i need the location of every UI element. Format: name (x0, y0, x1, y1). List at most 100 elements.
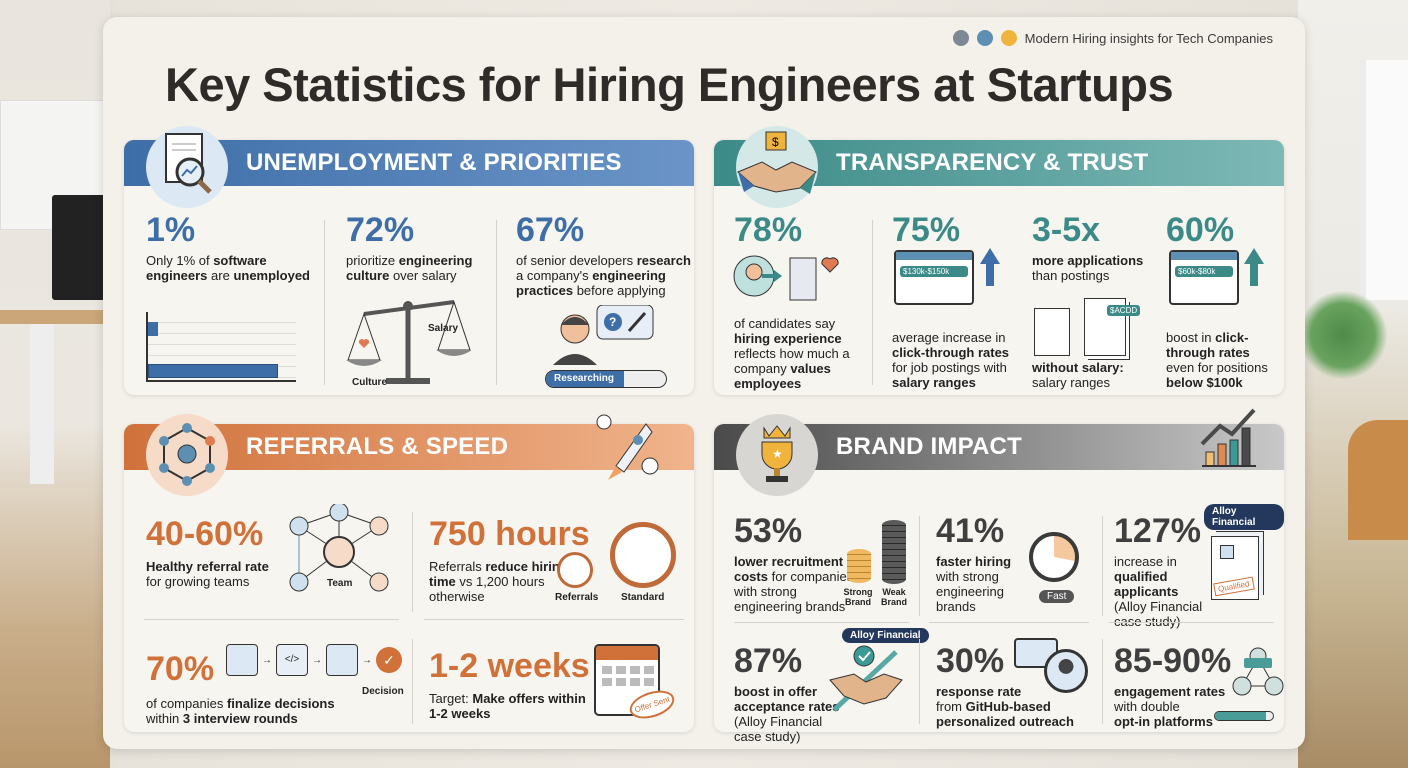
divider (1102, 516, 1103, 616)
fast-label: Fast (1039, 590, 1075, 603)
page-title: Key Statistics for Hiring Engineers at S… (165, 58, 1174, 111)
section-title: BRAND IMPACT (836, 433, 1022, 460)
stat-description: of companies finalize decisions within 3… (146, 696, 335, 726)
section-title: TRANSPARENCY & TRUST (836, 149, 1149, 176)
background-desk-leg (30, 324, 54, 484)
divider (144, 619, 399, 620)
stat-value: 1% (146, 211, 196, 249)
user-avatar-icon (1044, 649, 1088, 693)
tagline: Modern Hiring insights for Tech Companie… (1024, 30, 1273, 46)
coin-label-weak: Weak Brand (880, 587, 907, 607)
stat-value: 3-5x (1032, 211, 1101, 249)
stat-value: 30% (936, 642, 1005, 680)
network-label: Team (327, 578, 353, 589)
stat-more-applications: 3-5x more applications than postings (1032, 213, 1162, 283)
clock-small-icon (557, 552, 593, 588)
stat-value: 70% (146, 650, 215, 688)
network-hexagon-icon (146, 414, 228, 496)
stat-value: 750 hours (429, 515, 590, 553)
scale-label-culture: Culture (352, 377, 387, 388)
candidate-to-company-icon (733, 255, 839, 301)
stat-value: 60% (1166, 211, 1235, 249)
stat-description: engagement rates with double opt-in plat… (1114, 684, 1226, 729)
stat-description: Healthy referral rate for growing teams (146, 559, 269, 589)
arrow-up-shaft (986, 262, 994, 286)
background-plant (1298, 290, 1388, 380)
trophy-crown-icon: ★ (736, 414, 818, 496)
stat-below-100k: 60% (1166, 213, 1281, 247)
scale-label-salary: Salary (428, 323, 459, 334)
background-desk (0, 310, 110, 324)
check-circle-icon: ✓ (376, 647, 402, 673)
stat-description: boost in offer acceptance rates (Alloy F… (734, 684, 840, 744)
coin-stack-weak-icon (882, 520, 906, 584)
growth-chart-icon (1200, 408, 1256, 467)
resume-with-salary-icon: $ACDD (1084, 298, 1141, 356)
stat-value: 40-60% (146, 515, 264, 553)
stat-offer-acceptance: 87% boost in offer acceptance rates (All… (734, 644, 844, 744)
stat-description: more applications than postings (1032, 253, 1144, 283)
divider (324, 220, 325, 385)
tagline-bar: Modern Hiring insights for Tech Companie… (952, 30, 1273, 46)
divider (872, 220, 873, 385)
stat-description: without salary: salary ranges (1032, 360, 1124, 390)
card-brand-impact: ★ BRAND IMPACT 53% lower recruitment cos… (714, 408, 1284, 744)
stat-double-opt-in: 85-90% engagement rates with double opt-… (1114, 644, 1274, 729)
stat-value: 75% (892, 211, 961, 249)
divider (412, 639, 413, 724)
stat-culture-priority: 72% prioritize engineering culture over … (346, 213, 496, 283)
rocket-clock-icon (596, 414, 659, 480)
stat-value: 53% (734, 512, 803, 550)
resume-without-salary-icon (1034, 308, 1070, 356)
stat-value: 87% (734, 642, 803, 680)
salary-tag: $130k-$150k (900, 266, 968, 277)
stat-description: Target: Make offers within 1-2 weeks (429, 691, 586, 721)
section-title: REFERRALS & SPEED (246, 433, 509, 460)
stat-senior-research: 67% of senior developers research a comp… (516, 213, 691, 298)
card-transparency-trust: $ TRANSPARENCY & TRUST 78% of candidates… (714, 126, 1284, 395)
engagement-progress-bar (1214, 711, 1274, 721)
card-unemployment-priorities: UNEMPLOYMENT & PRIORITIES 1% Only 1% of … (124, 126, 694, 395)
coin-label-strong: Strong Brand (843, 587, 873, 607)
balance-scale-icon (346, 300, 471, 384)
stat-value: 72% (346, 211, 415, 249)
stat-description: boost in click-through rates even for po… (1166, 330, 1268, 390)
job-posting-salary-icon: $60k-$80k (1169, 250, 1239, 305)
divider (412, 512, 413, 612)
divider (424, 619, 684, 620)
research-progress-bar: Researching (545, 370, 667, 388)
stat-qualified-applicants: 127% increase in qualified applicants (A… (1114, 514, 1209, 629)
stat-description: average increase in click-through rates … (892, 330, 1010, 390)
coin-stack-strong-icon (847, 549, 871, 583)
background-monitor (52, 195, 110, 300)
arrow-up-icon (980, 248, 1000, 264)
stat-hiring-experience: 78% (734, 213, 859, 247)
divider (1102, 639, 1103, 724)
stat-description: lower recruitment costs for companies wi… (734, 554, 854, 614)
background-window (1360, 60, 1408, 300)
handshake-lock-icon: $ (736, 126, 818, 208)
divider (496, 220, 497, 385)
stat-value: 127% (1114, 512, 1201, 550)
opt-in-network-icon (1232, 647, 1284, 696)
stopwatch-icon (1029, 532, 1079, 582)
magnifier-document-icon (146, 126, 228, 208)
svg-text:★: ★ (772, 447, 783, 461)
stat-description: of senior developers research a company'… (516, 253, 691, 298)
stat-description: Referrals reduce hiring time vs 1,200 ho… (429, 559, 568, 604)
arrow-up-icon (1244, 248, 1264, 264)
unemployment-bar-chart-icon (146, 312, 296, 382)
video-call-icon (226, 644, 258, 676)
flow-label-decision: Decision (362, 686, 404, 697)
stat-value: 67% (516, 211, 585, 249)
stat-interview-rounds: 70% (146, 652, 236, 686)
job-posting-salary-icon: $130k-$150k (894, 250, 974, 305)
stat-unemployment: 1% Only 1% of software engineers are une… (146, 213, 316, 283)
stat-value: 85-90% (1114, 642, 1232, 680)
stat-description: response rate from GitHub-based personal… (936, 684, 1074, 729)
stat-value: 78% (734, 211, 803, 249)
clock-large-icon (610, 522, 676, 588)
lightbulb-yellow-icon (1000, 30, 1017, 46)
salary-tag: $ACDD (1107, 305, 1141, 316)
handshake-growth-icon (829, 645, 903, 712)
